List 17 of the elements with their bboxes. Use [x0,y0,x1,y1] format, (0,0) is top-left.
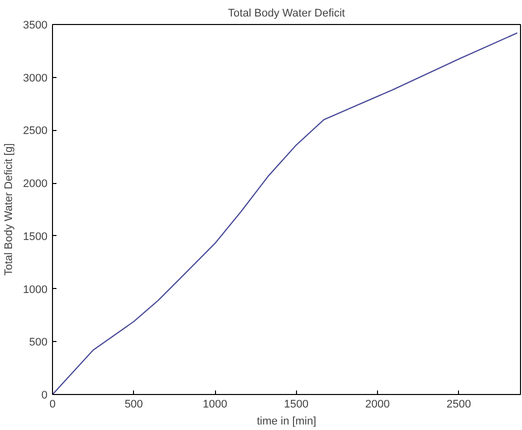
x-tick-label: 2500 [446,398,471,410]
x-axis-title: time in [min] [256,416,316,428]
x-tick-label: 1000 [202,398,228,410]
y-tick-label: 3000 [23,72,48,84]
x-tick-label: 2000 [365,398,390,410]
y-tick-label: 1000 [23,284,48,296]
y-tick-label: 0 [41,390,48,402]
x-tick-label: 500 [124,398,143,410]
y-tick-label: 2500 [23,125,48,138]
x-tick-label: 1500 [284,398,308,410]
y-tick-label: 3500 [23,20,48,32]
chart-title: Total Body Water Deficit [228,8,345,20]
x-tick-label: 0 [49,398,56,410]
y-tick-label: 1500 [23,230,48,243]
y-tick-label: 500 [29,336,48,349]
y-tick-label: 2000 [23,178,48,190]
y-axis-title: Total Body Water Deficit [g] [3,143,16,276]
